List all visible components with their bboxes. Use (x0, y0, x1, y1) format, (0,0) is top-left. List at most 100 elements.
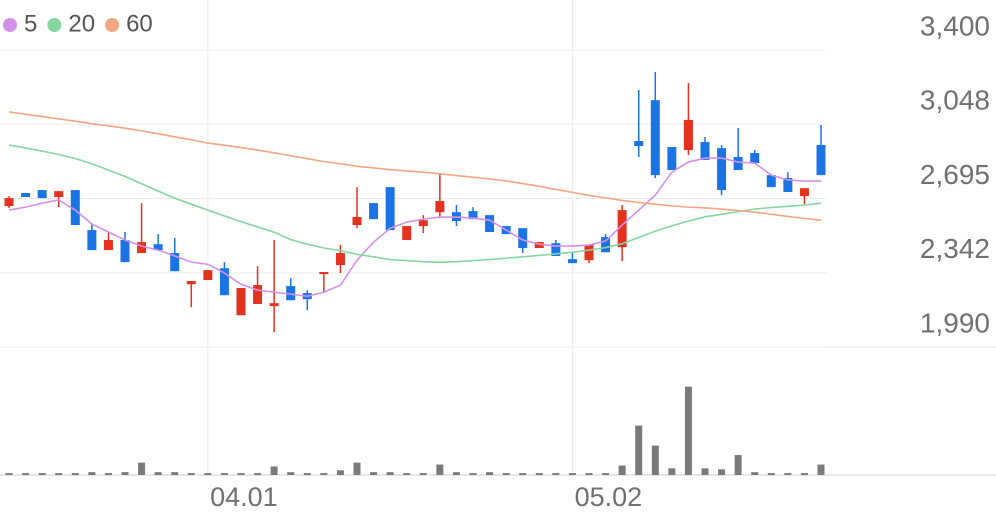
volume-bar (751, 472, 759, 475)
candle-body (120, 239, 130, 263)
volume-bar (519, 473, 527, 475)
volume-bar (784, 473, 792, 475)
volume-bar (336, 470, 344, 475)
volume-bar (684, 386, 692, 475)
candle-body (319, 272, 329, 275)
ma-line (8, 111, 822, 221)
candle-body (551, 243, 561, 257)
volume-bar (138, 462, 146, 475)
candle-body (4, 198, 14, 207)
candle-body (385, 187, 395, 231)
candle-body (369, 203, 379, 220)
candle-body (236, 288, 246, 316)
volume-bar (469, 473, 477, 475)
candle-body (435, 201, 445, 213)
candle-body (601, 237, 611, 253)
candle-body (617, 210, 627, 248)
volume-bar (668, 468, 676, 475)
volume-bar (104, 473, 112, 475)
candle-body (219, 268, 229, 296)
volume-bar (718, 469, 726, 475)
candle-body (816, 144, 826, 176)
volume-bar (171, 472, 179, 475)
candle-body (352, 217, 362, 226)
legend-swatch (47, 18, 62, 32)
candle-body (137, 242, 147, 254)
volume-bar (734, 455, 742, 475)
candle-body (170, 253, 180, 272)
volume-bar (71, 473, 79, 475)
volume-bar (22, 473, 30, 475)
candle-body (37, 190, 47, 199)
candle-body (335, 253, 345, 266)
volume-bar (585, 473, 593, 475)
candle-body (683, 119, 693, 151)
volume-bar (502, 473, 510, 475)
candle-body (518, 228, 528, 248)
volume-bar (237, 473, 245, 475)
volume-bar (767, 473, 775, 475)
legend-label: 60 (126, 10, 153, 37)
volume-bar (370, 472, 378, 475)
volume-bar (602, 473, 610, 475)
candle-body (799, 188, 809, 197)
volume-bar (568, 473, 576, 475)
volume-bar (121, 472, 129, 475)
candle-body (186, 281, 196, 285)
candle-body (750, 153, 760, 164)
candle-body (717, 148, 727, 191)
candle-body (534, 242, 544, 248)
candle-body (21, 193, 31, 198)
volume-bar (486, 472, 494, 475)
volume-bar (353, 462, 361, 475)
volume-bar (270, 466, 278, 475)
candle-body (766, 175, 776, 188)
volume-bar (436, 464, 444, 475)
candle-body (485, 215, 495, 232)
candle-body (70, 190, 80, 226)
volume-bar (204, 473, 212, 475)
volume-bar (254, 473, 262, 475)
volume-bar (419, 473, 427, 475)
volume-bar (386, 472, 394, 475)
volume-bar (403, 473, 411, 475)
volume-bar (287, 472, 295, 475)
x-tick-label: 04.01 (210, 482, 278, 512)
candle-body (667, 147, 677, 171)
candle-body (468, 211, 478, 220)
candle-body (253, 285, 263, 305)
candle-body (203, 270, 213, 281)
y-tick-label: 3,400 (920, 10, 990, 41)
candle-body (418, 220, 428, 227)
volume-bar (320, 473, 328, 475)
candle-body (650, 100, 660, 176)
volume-bar (154, 472, 162, 475)
volume-bar (635, 425, 643, 475)
volume-bar (552, 473, 560, 475)
volume-bar (618, 465, 626, 475)
candle-body (783, 178, 793, 192)
candle-body (87, 230, 97, 251)
candle-body (153, 244, 163, 251)
volume-bar (187, 473, 195, 475)
legend-swatch (3, 18, 17, 32)
candle-body (54, 191, 64, 198)
volume-bar (220, 473, 228, 475)
candle-body (634, 140, 644, 147)
candle-body (402, 226, 412, 240)
volume-bar (88, 472, 96, 475)
volume-bar (5, 473, 13, 475)
y-tick-label: 3,048 (920, 85, 990, 116)
volume-bar (800, 473, 808, 475)
candle-body (286, 286, 296, 301)
volume-bar (55, 473, 63, 475)
legend-label: 5 (24, 10, 37, 37)
volume-bar (817, 464, 825, 475)
volume-bar (535, 473, 543, 475)
volume-bar (452, 472, 460, 475)
volume-bar (701, 468, 709, 475)
volume-bar (38, 473, 46, 475)
legend-swatch (105, 18, 120, 32)
volume-bar (303, 473, 311, 475)
